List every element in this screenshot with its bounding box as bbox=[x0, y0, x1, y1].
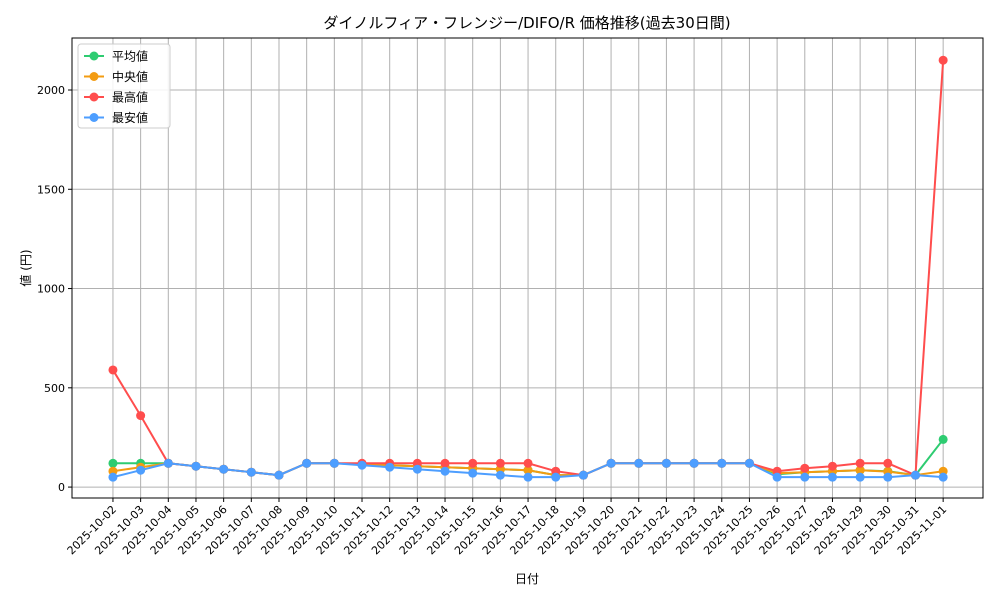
data-point bbox=[661, 458, 671, 468]
y-tick-label: 2000 bbox=[37, 84, 65, 97]
data-point bbox=[246, 467, 256, 477]
data-point bbox=[440, 458, 450, 468]
legend-label: 平均値 bbox=[112, 49, 148, 64]
legend-marker bbox=[89, 72, 99, 81]
data-point bbox=[634, 458, 644, 468]
data-point bbox=[855, 465, 865, 475]
legend-marker bbox=[89, 51, 99, 61]
data-point bbox=[274, 470, 284, 480]
data-point bbox=[827, 461, 837, 471]
y-axis-label: 値 (円) bbox=[18, 249, 33, 286]
data-point bbox=[302, 458, 312, 468]
series-lines bbox=[108, 55, 948, 482]
data-point bbox=[108, 458, 118, 468]
y-tick-label: 0 bbox=[58, 481, 65, 494]
data-point bbox=[523, 465, 533, 475]
data-point bbox=[468, 458, 478, 468]
data-point bbox=[717, 458, 727, 468]
data-point bbox=[191, 461, 201, 471]
data-point bbox=[523, 472, 533, 482]
data-point bbox=[910, 470, 920, 480]
data-point bbox=[219, 464, 229, 474]
data-point bbox=[772, 472, 782, 482]
data-point bbox=[827, 472, 837, 482]
data-point bbox=[938, 55, 948, 65]
legend-label: 最安値 bbox=[112, 110, 148, 125]
legend-marker bbox=[89, 92, 99, 102]
y-tick-label: 1000 bbox=[37, 283, 65, 296]
data-point bbox=[551, 472, 561, 482]
data-point bbox=[108, 472, 118, 482]
data-point bbox=[689, 458, 699, 468]
data-point bbox=[495, 470, 505, 480]
plot-frame bbox=[71, 37, 984, 499]
grid bbox=[72, 38, 983, 498]
chart-title: ダイノルフィア・フレンジー/DIFO/R 価格推移(過去30日間) bbox=[323, 14, 730, 32]
data-point bbox=[855, 458, 865, 468]
data-point bbox=[606, 458, 616, 468]
data-point bbox=[523, 458, 533, 468]
data-point bbox=[744, 458, 754, 468]
data-point bbox=[855, 472, 865, 482]
data-point bbox=[883, 458, 893, 468]
data-point bbox=[329, 458, 339, 468]
legend-label: 中央値 bbox=[112, 69, 148, 84]
y-axis-ticks: 0 500 1000 1500 2000 bbox=[37, 84, 72, 494]
legend-marker bbox=[89, 113, 99, 122]
x-axis-label: 日付 bbox=[515, 572, 539, 586]
y-tick-label: 500 bbox=[44, 382, 65, 395]
y-tick-label: 1500 bbox=[37, 183, 65, 196]
data-point bbox=[800, 463, 810, 473]
data-point bbox=[357, 460, 367, 470]
data-point bbox=[938, 434, 948, 444]
data-point bbox=[163, 458, 173, 468]
data-point bbox=[412, 464, 422, 474]
data-point bbox=[136, 465, 146, 475]
data-point bbox=[495, 458, 505, 468]
legend-box bbox=[77, 43, 171, 129]
data-point bbox=[800, 472, 810, 482]
x-axis-ticks: 2025-10-022025-10-032025-10-042025-10-05… bbox=[65, 498, 949, 557]
legend-label: 最高値 bbox=[112, 90, 148, 105]
data-point bbox=[883, 472, 893, 482]
data-point bbox=[136, 411, 146, 421]
data-point bbox=[468, 468, 478, 478]
data-point bbox=[440, 466, 450, 476]
data-point bbox=[938, 472, 948, 482]
data-point bbox=[385, 462, 395, 472]
data-point bbox=[578, 470, 588, 480]
data-point bbox=[108, 365, 118, 375]
